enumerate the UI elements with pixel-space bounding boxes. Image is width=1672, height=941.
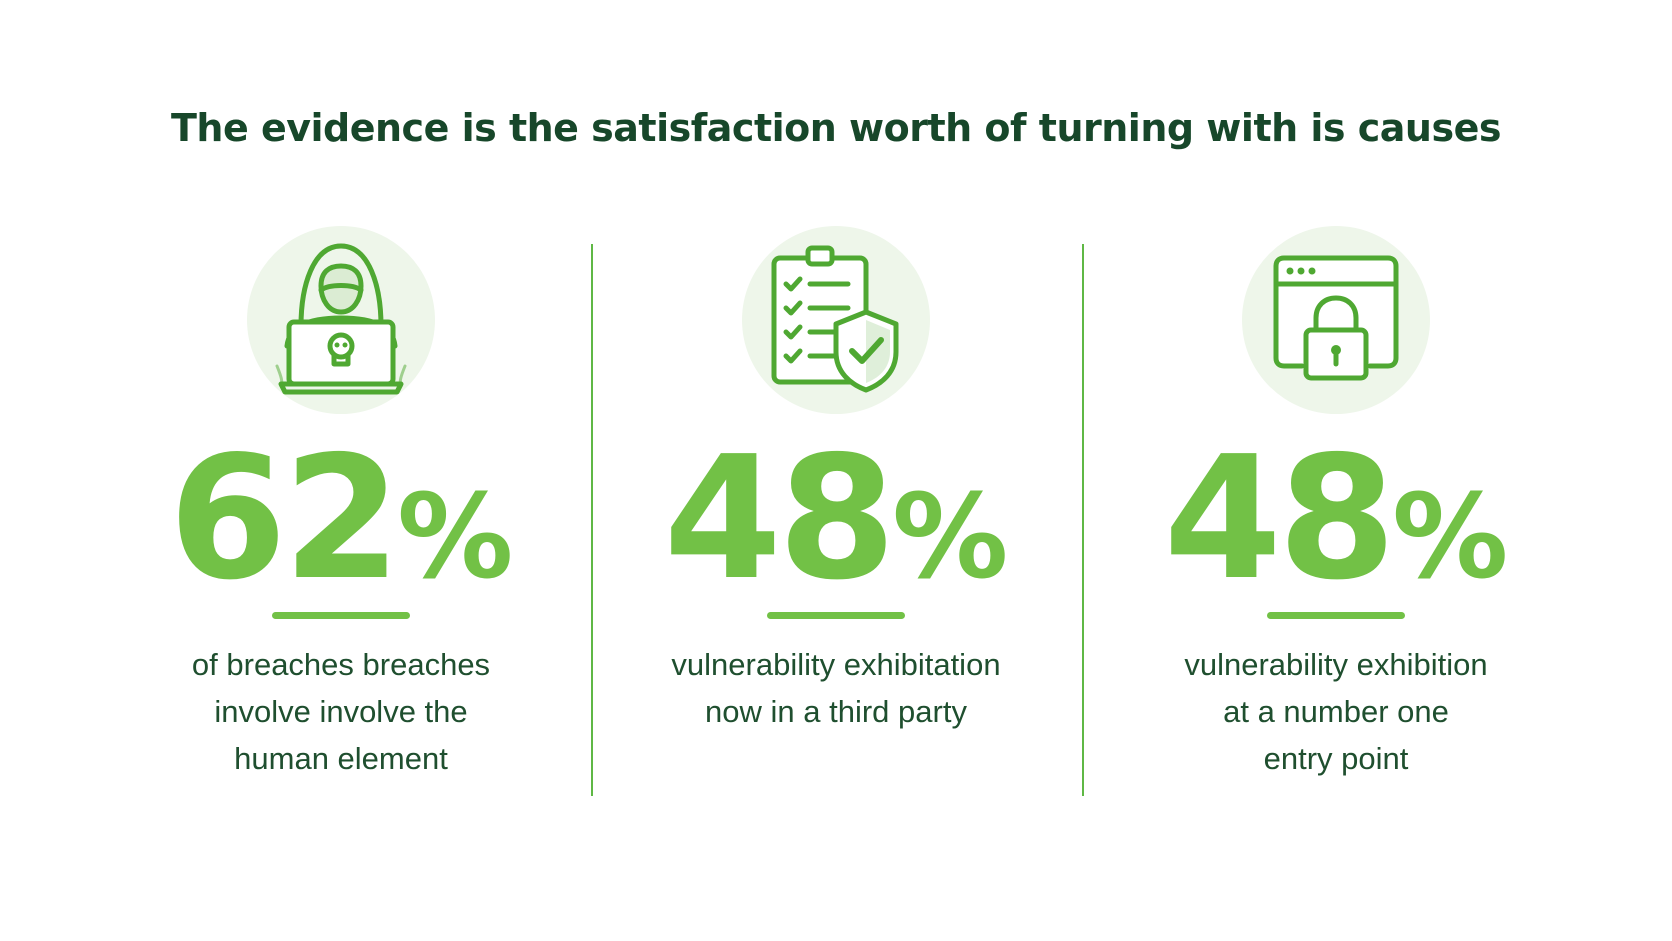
- stat-value: 62%: [101, 434, 581, 604]
- hooded-hacker-laptop-icon: [247, 226, 435, 414]
- stat-number: 62: [168, 420, 402, 618]
- stat-caption: vulnerability exhibitation now in a thir…: [671, 647, 1001, 729]
- stat-value: 48%: [596, 434, 1076, 604]
- stat-column-entry-point: 48% vulnerability exhibition at a number…: [1096, 226, 1576, 782]
- stat-underline: [1267, 612, 1405, 619]
- stat-underline: [272, 612, 410, 619]
- stat-caption: of breaches breaches involve involve the…: [191, 647, 491, 776]
- stat-column-human-element: 62% of breaches breaches involve involve…: [101, 226, 581, 782]
- stat-number: 48: [663, 420, 897, 618]
- stat-underline: [767, 612, 905, 619]
- stat-value: 48%: [1096, 434, 1576, 604]
- stat-percent-sign: %: [892, 470, 1009, 605]
- column-divider: [1082, 244, 1084, 796]
- stat-percent-sign: %: [1392, 470, 1509, 605]
- slide-title: The evidence is the satisfaction worth o…: [170, 106, 1502, 150]
- stat-caption: vulnerability exhibition at a number one…: [1184, 647, 1488, 776]
- clipboard-checklist-shield-icon: [742, 226, 930, 414]
- column-divider: [591, 244, 593, 796]
- stat-percent-sign: %: [397, 470, 514, 605]
- browser-window-padlock-icon: [1242, 226, 1430, 414]
- stat-number: 48: [1163, 420, 1397, 618]
- stat-column-third-party: 48% vulnerability exhibitation now in a …: [596, 226, 1076, 735]
